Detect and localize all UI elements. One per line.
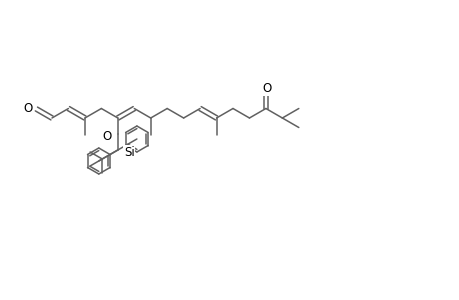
Text: O: O [262, 82, 271, 95]
Text: Si: Si [123, 146, 134, 158]
Text: O: O [102, 130, 112, 142]
Text: O: O [23, 103, 32, 116]
